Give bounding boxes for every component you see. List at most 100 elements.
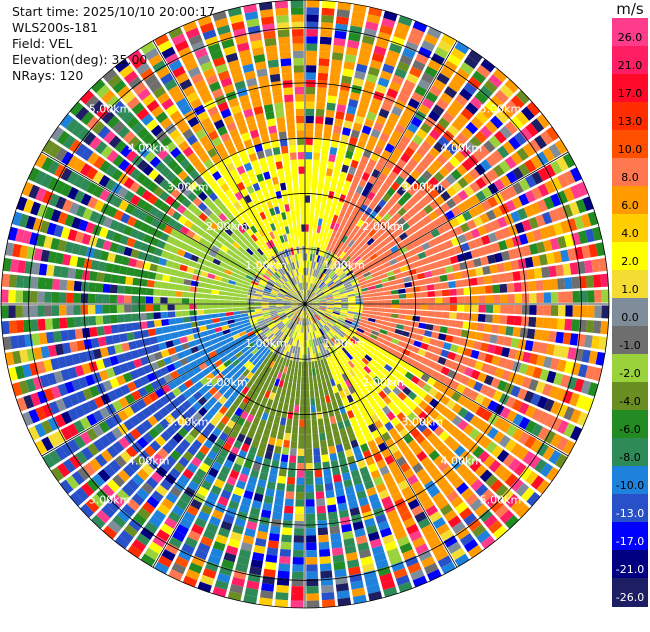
velocity-gate <box>548 331 557 343</box>
velocity-gate <box>318 418 324 426</box>
velocity-gate <box>442 312 450 319</box>
velocity-gate <box>289 145 296 153</box>
velocity-gate <box>125 277 133 285</box>
velocity-gate <box>303 340 305 347</box>
velocity-gate <box>327 504 337 512</box>
velocity-gate <box>445 265 454 273</box>
velocity-gate <box>274 184 281 192</box>
velocity-gate <box>262 304 269 306</box>
velocity-gate <box>118 324 126 333</box>
velocity-gate <box>316 491 325 499</box>
velocity-gate <box>298 434 304 441</box>
velocity-gate <box>269 533 280 541</box>
velocity-gate <box>273 504 283 512</box>
velocity-gate <box>315 484 323 492</box>
velocity-gate <box>282 527 292 535</box>
velocity-gate <box>299 354 302 361</box>
velocity-gate <box>38 277 46 289</box>
velocity-gate <box>293 550 304 558</box>
velocity-gate <box>294 232 298 240</box>
velocity-gate <box>124 314 132 322</box>
velocity-gate <box>197 288 205 293</box>
velocity-gate <box>189 292 197 297</box>
velocity-gate <box>422 336 430 343</box>
velocity-gate <box>398 289 406 294</box>
velocity-gate <box>279 395 285 403</box>
velocity-gate <box>404 320 412 326</box>
velocity-gate <box>325 205 331 213</box>
velocity-gate <box>323 469 331 477</box>
velocity-gate <box>573 291 581 303</box>
velocity-gate <box>171 269 179 276</box>
velocity-gate <box>442 297 449 303</box>
velocity-gate <box>482 333 491 342</box>
velocity-gate <box>551 292 559 303</box>
velocity-gate <box>492 315 500 324</box>
velocity-gate <box>306 550 317 558</box>
velocity-gate <box>334 407 341 415</box>
velocity-gate <box>449 289 457 296</box>
velocity-gate <box>410 327 418 333</box>
velocity-gate <box>377 292 385 296</box>
velocity-gate <box>306 514 315 521</box>
velocity-gate <box>278 476 286 484</box>
ppi-velocity-plot: 1.00km2.00km3.00km4.00km5.00km1.00km2.00… <box>0 0 612 610</box>
velocity-gate <box>175 317 183 323</box>
velocity-gate <box>219 317 227 322</box>
velocity-gate <box>226 296 233 300</box>
velocity-gate <box>306 0 319 8</box>
velocity-gate <box>397 319 405 324</box>
velocity-gate <box>284 506 293 514</box>
velocity-gate <box>289 225 294 233</box>
velocity-gate <box>306 174 312 181</box>
velocity-gate <box>325 395 331 403</box>
velocity-gate <box>323 212 328 220</box>
velocity-gate <box>204 299 211 303</box>
velocity-gate <box>586 275 594 288</box>
velocity-gate <box>132 287 140 295</box>
velocity-gate <box>295 514 304 521</box>
velocity-gate <box>505 272 513 282</box>
velocity-gate <box>110 315 118 324</box>
velocity-gate <box>53 266 62 278</box>
velocity-gate <box>594 305 602 318</box>
velocity-gate <box>197 315 205 320</box>
velocity-gate <box>296 492 304 499</box>
velocity-gate <box>218 295 226 299</box>
velocity-gate <box>267 52 279 61</box>
velocity-gate <box>306 181 311 188</box>
velocity-gate <box>295 506 304 513</box>
velocity-gate <box>283 440 290 448</box>
velocity-gate <box>442 305 449 311</box>
velocity-gate <box>160 297 167 303</box>
velocity-gate <box>456 288 464 295</box>
velocity-gate <box>322 454 330 462</box>
velocity-gate <box>268 59 279 68</box>
velocity-gate <box>301 376 304 383</box>
velocity-gate <box>363 298 370 301</box>
velocity-gate <box>348 304 355 306</box>
velocity-gate <box>75 269 83 280</box>
velocity-gate <box>312 419 318 427</box>
velocity-gate <box>317 506 326 514</box>
velocity-gate <box>103 284 111 293</box>
velocity-gate <box>278 124 286 132</box>
velocity-gate <box>370 304 377 307</box>
velocity-gate <box>468 331 476 339</box>
velocity-gate <box>305 355 308 362</box>
velocity-gate <box>331 177 338 185</box>
velocity-gate <box>447 327 455 335</box>
velocity-gate <box>433 325 441 332</box>
velocity-gate <box>153 289 161 296</box>
velocity-gate <box>421 305 428 310</box>
velocity-gate <box>268 163 276 171</box>
velocity-gate <box>384 313 392 317</box>
velocity-gate <box>330 533 341 541</box>
velocity-gate <box>320 570 332 578</box>
velocity-gate <box>318 182 324 190</box>
velocity-gate <box>455 280 463 288</box>
velocity-gate <box>311 405 316 413</box>
velocity-gate <box>491 325 499 334</box>
velocity-gate <box>276 191 282 199</box>
velocity-gate <box>389 322 397 327</box>
